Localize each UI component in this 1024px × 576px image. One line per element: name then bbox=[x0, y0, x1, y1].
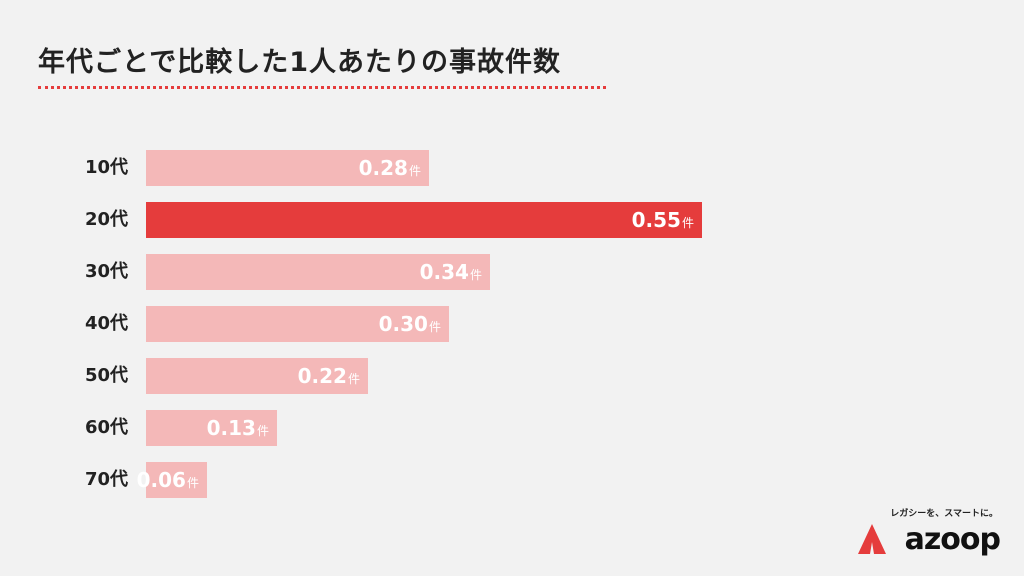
bar-value-label: 0.13件 bbox=[207, 410, 269, 446]
brand-tagline: レガシーを、スマートに。 bbox=[890, 509, 998, 519]
bar-unit: 件 bbox=[408, 164, 421, 178]
chart-title: 年代ごとで比較した1人あたりの事故件数 bbox=[38, 47, 561, 78]
title-dotted-underline bbox=[38, 86, 606, 89]
bar: 0.34件 bbox=[146, 254, 490, 290]
bar-value: 0.55 bbox=[631, 208, 681, 232]
bar-value: 0.34 bbox=[419, 260, 469, 284]
bar-value-label: 0.34件 bbox=[420, 254, 482, 290]
bar-unit: 件 bbox=[681, 216, 694, 230]
bar-value: 0.22 bbox=[297, 364, 347, 388]
category-label: 50代 bbox=[84, 365, 128, 386]
brand-logo: レガシーを、スマートに。 azoop bbox=[852, 506, 1002, 562]
bar-value-label: 0.55件 bbox=[632, 202, 694, 238]
category-label: 30代 bbox=[84, 261, 128, 282]
bar-unit: 件 bbox=[256, 424, 269, 438]
bar: 0.30件 bbox=[146, 306, 449, 342]
bar-value: 0.13 bbox=[206, 416, 256, 440]
bar-value-label: 0.22件 bbox=[298, 358, 360, 394]
category-label: 70代 bbox=[84, 469, 128, 490]
bar-value-label: 0.30件 bbox=[379, 306, 441, 342]
category-label: 60代 bbox=[84, 417, 128, 438]
bar: 0.06件 bbox=[137, 462, 207, 498]
bar: 0.13件 bbox=[146, 410, 277, 446]
bar-value-label: 0.28件 bbox=[359, 150, 421, 186]
bar-value-label: 0.06件 bbox=[137, 462, 199, 498]
bar: 0.22件 bbox=[146, 358, 368, 394]
bar: 0.28件 bbox=[146, 150, 429, 186]
bar-value: 0.30 bbox=[378, 312, 428, 336]
red-triangle-icon bbox=[858, 524, 886, 554]
category-label: 10代 bbox=[84, 157, 128, 178]
bar-unit: 件 bbox=[347, 372, 360, 386]
bar-unit: 件 bbox=[469, 268, 482, 282]
category-label: 20代 bbox=[84, 209, 128, 230]
bar-value: 0.28 bbox=[358, 156, 408, 180]
bar-unit: 件 bbox=[428, 320, 441, 334]
brand-wordmark: azoop bbox=[904, 522, 1001, 557]
bar: 0.55件 bbox=[146, 202, 702, 238]
bar-unit: 件 bbox=[186, 476, 199, 490]
category-label: 40代 bbox=[84, 313, 128, 334]
bar-value: 0.06 bbox=[136, 468, 186, 492]
